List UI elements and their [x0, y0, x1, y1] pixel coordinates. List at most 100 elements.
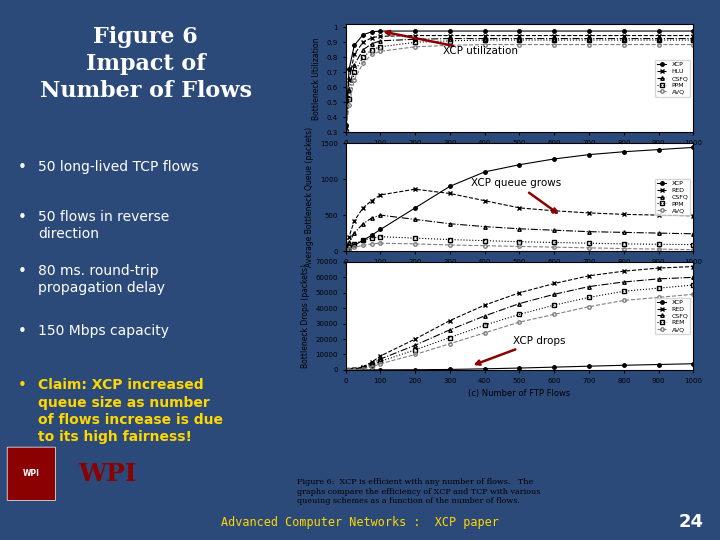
- RED: [619, 268, 628, 274]
- XCP: [345, 246, 354, 252]
- CSFQ: [345, 87, 354, 93]
- XCP: [689, 28, 698, 34]
- CSFQ: [341, 367, 350, 373]
- Text: •: •: [17, 210, 27, 225]
- RED: [350, 366, 359, 373]
- CSFQ: [367, 215, 376, 221]
- RED: [376, 192, 384, 198]
- HLU: [446, 32, 454, 39]
- AVQ: [350, 77, 359, 83]
- REM: [350, 366, 359, 373]
- AVQ: [480, 41, 489, 48]
- AVQ: [376, 240, 384, 246]
- RED: [367, 359, 376, 366]
- Text: 80 ms. round-trip
propagation delay: 80 ms. round-trip propagation delay: [38, 264, 165, 295]
- Legend: XCP, RED, CSFQ, REM, AVQ: XCP, RED, CSFQ, REM, AVQ: [655, 298, 690, 334]
- REM: [516, 311, 524, 318]
- AVQ: [376, 361, 384, 367]
- XCP: [359, 31, 367, 38]
- AVQ: [367, 241, 376, 247]
- XCP: [345, 66, 354, 72]
- CSFQ: [550, 35, 559, 42]
- RED: [689, 264, 698, 270]
- HLU: [376, 33, 384, 39]
- XCP: [367, 367, 376, 373]
- HLU: [585, 32, 593, 39]
- PPM: [550, 37, 559, 43]
- XCP: [376, 367, 384, 373]
- XCP: [516, 365, 524, 372]
- AVQ: [480, 329, 489, 336]
- XCP: [689, 144, 698, 151]
- Text: •: •: [17, 160, 27, 175]
- Line: REM: REM: [344, 284, 695, 372]
- CSFQ: [446, 220, 454, 227]
- RED: [411, 336, 420, 342]
- PPM: [516, 239, 524, 245]
- Line: CSFQ: CSFQ: [344, 37, 695, 131]
- CSFQ: [550, 227, 559, 233]
- Line: XCP: XCP: [344, 362, 695, 372]
- REM: [585, 294, 593, 301]
- XCP: [480, 28, 489, 34]
- Line: AVQ: AVQ: [344, 43, 695, 134]
- XCP: [367, 232, 376, 239]
- CSFQ: [376, 212, 384, 218]
- CSFQ: [480, 35, 489, 42]
- X-axis label: (a) Number of FTP Flows: (a) Number of FTP Flows: [468, 152, 571, 160]
- Line: CSFQ: CSFQ: [344, 275, 695, 372]
- CSFQ: [689, 35, 698, 42]
- CSFQ: [446, 327, 454, 333]
- RED: [345, 233, 354, 240]
- CSFQ: [367, 361, 376, 367]
- HLU: [654, 32, 663, 39]
- PPM: [619, 37, 628, 43]
- XCP: [350, 242, 359, 248]
- AVQ: [341, 247, 350, 254]
- XCP: [654, 146, 663, 153]
- PPM: [619, 241, 628, 247]
- Text: Figure 6
Impact of
Number of Flows: Figure 6 Impact of Number of Flows: [40, 26, 252, 102]
- Text: XCP queue grows: XCP queue grows: [471, 178, 561, 213]
- XCP: [341, 247, 350, 254]
- XCP: [619, 148, 628, 155]
- X-axis label: (c) Number of FTP Flows: (c) Number of FTP Flows: [468, 389, 571, 398]
- AVQ: [480, 242, 489, 249]
- CSFQ: [516, 35, 524, 42]
- AVQ: [654, 246, 663, 252]
- AVQ: [446, 42, 454, 49]
- AVQ: [345, 102, 354, 109]
- AVQ: [345, 367, 354, 373]
- XCP: [585, 363, 593, 369]
- Y-axis label: Bottleneck Drops (packets): Bottleneck Drops (packets): [301, 264, 310, 368]
- XCP: [689, 361, 698, 367]
- Text: Claim: XCP increased
queue size as number
of flows increase is due
to its high f: Claim: XCP increased queue size as numbe…: [38, 379, 223, 444]
- RED: [376, 353, 384, 359]
- PPM: [480, 238, 489, 244]
- AVQ: [350, 367, 359, 373]
- XCP: [550, 156, 559, 162]
- REM: [341, 367, 350, 373]
- REM: [376, 358, 384, 365]
- XCP: [341, 122, 350, 128]
- HLU: [411, 32, 420, 39]
- PPM: [411, 39, 420, 45]
- CSFQ: [689, 231, 698, 237]
- PPM: [341, 129, 350, 136]
- PPM: [446, 38, 454, 44]
- Text: •: •: [17, 324, 27, 339]
- AVQ: [689, 41, 698, 48]
- CSFQ: [480, 313, 489, 319]
- PPM: [411, 235, 420, 241]
- CSFQ: [585, 35, 593, 42]
- Line: PPM: PPM: [344, 38, 695, 134]
- REM: [480, 322, 489, 328]
- AVQ: [446, 340, 454, 347]
- REM: [654, 285, 663, 292]
- HLU: [516, 32, 524, 39]
- REM: [689, 282, 698, 288]
- RED: [350, 218, 359, 224]
- XCP: [446, 366, 454, 373]
- XCP: [480, 168, 489, 175]
- REM: [550, 302, 559, 308]
